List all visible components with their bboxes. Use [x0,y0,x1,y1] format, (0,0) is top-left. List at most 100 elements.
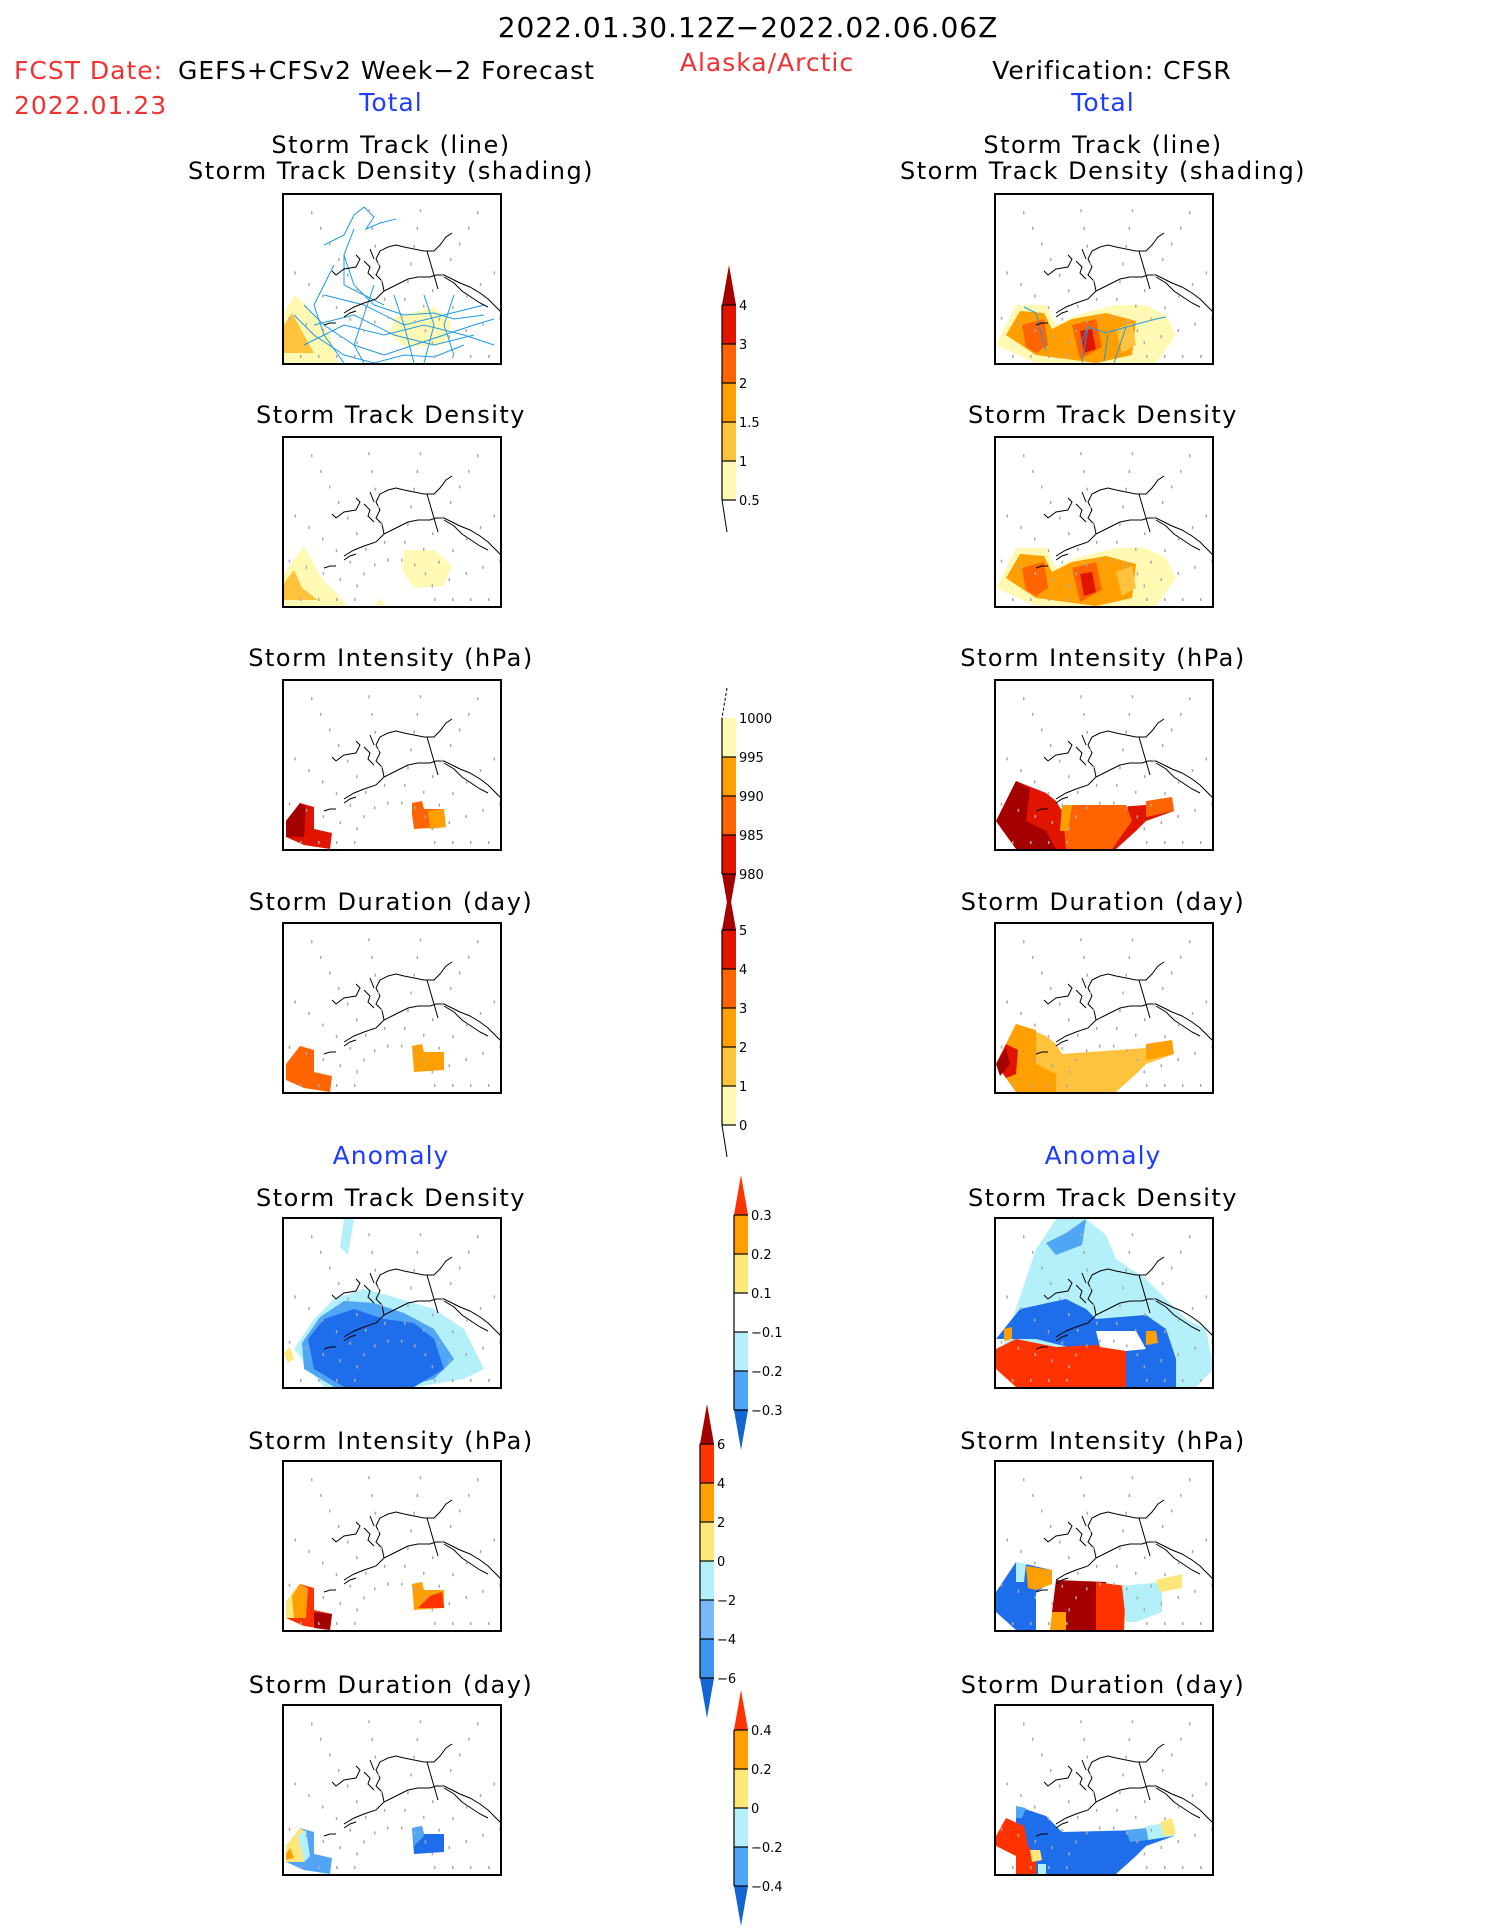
coastline [426,979,439,1019]
graticule-mark [407,1304,409,1308]
graticule-mark [1089,505,1092,509]
graticule-mark [479,1794,482,1798]
graticule-mark [1200,1379,1202,1382]
graticule-mark [349,317,352,321]
graticule-mark [368,1476,370,1480]
right-panel5-title: Storm Track Density [968,1184,1238,1212]
shaded-region [1096,1331,1146,1351]
graticule-mark [1164,1573,1166,1577]
graticule-mark [1099,1582,1101,1586]
graticule-mark [450,744,452,748]
coastline-group [1000,1476,1212,1625]
graticule-mark [1178,1805,1180,1809]
graticule-mark [329,242,331,246]
graticule-mark [466,537,468,541]
graticule-mark [488,1866,490,1869]
storm-track-line [303,304,495,356]
graticule-mark [380,523,383,527]
graticule-mark [368,452,370,456]
storm-track-line [313,314,475,346]
graticule-mark [477,1478,479,1482]
coastline [1055,760,1212,800]
graticule-mark [1122,991,1124,995]
graticule-mark [1164,1330,1166,1334]
graticule-mark [1033,1318,1036,1322]
graticule-mark [365,1033,367,1037]
graticule-mark [308,1550,310,1554]
graticule-mark [329,1509,331,1513]
graticule-mark [448,1846,451,1850]
colorbar-tick-label: −2 [717,1594,736,1609]
graticule-mark [1131,209,1134,213]
coastline [1155,519,1201,551]
graticule-mark [380,1304,383,1308]
graticule-mark [499,316,500,320]
map-left-intensity-total [282,679,502,851]
colorbar-band [700,1444,714,1483]
shaded-region [1016,1806,1174,1874]
graticule-mark [1178,537,1180,541]
coastline [1055,1785,1212,1825]
graticule-mark [416,1250,419,1254]
graticule-mark [1136,329,1139,333]
graticule-mark [387,315,389,319]
graticule-mark [424,572,427,576]
coastline [331,977,375,1009]
graticule-mark [1125,1511,1127,1515]
graticule-mark [1051,1064,1053,1068]
graticule-mark [1086,1755,1089,1759]
graticule-mark [1171,242,1173,246]
coastline [1138,1517,1151,1557]
graticule-mark [1211,1827,1212,1831]
graticule-mark [1032,1250,1034,1254]
graticule-mark [1061,1341,1064,1345]
graticule-mark [1112,1826,1115,1830]
shaded-region [1126,1828,1148,1842]
graticule-mark [356,1608,358,1612]
map-left-track-total [282,193,502,365]
graticule-mark [1050,1525,1052,1529]
graticule-mark [1128,226,1131,230]
graticule-mark [305,808,308,812]
graticule-mark [322,572,325,576]
graticule-mark [441,1540,443,1544]
colorbar-tick-label: 2 [717,1516,725,1531]
graticule-mark [488,1084,490,1087]
coastline [1055,517,1212,557]
colorbar-band [722,305,736,344]
graticule-mark [363,1058,365,1062]
coastline [426,1761,439,1801]
graticule-mark [1164,841,1166,844]
graticule-mark [288,1827,291,1831]
graticule-mark [414,1344,416,1348]
graticule-mark [410,1286,412,1290]
graticule-mark [1153,1297,1155,1301]
storm-track-line [313,264,345,363]
storm-track-line [1081,326,1089,363]
graticule-mark [368,209,370,213]
shaded-region [1062,805,1132,849]
colorbar-tick-label: 1 [739,455,747,470]
graticule-mark [466,1561,468,1565]
shaded-region [1122,1582,1162,1622]
coastline [323,1334,357,1350]
graticule-mark [1034,815,1037,819]
graticule-mark [387,1826,389,1830]
graticule-mark [1177,1840,1179,1844]
graticule-mark [318,1084,320,1087]
graticule-mark [499,1583,500,1587]
graticule-mark [1020,1550,1022,1554]
graticule-mark [1135,547,1137,551]
graticule-mark [1164,306,1166,310]
graticule-mark [320,1493,322,1497]
graticule-mark [1146,598,1148,601]
graticule-mark [400,1826,403,1830]
graticule-mark [1136,572,1139,576]
graticule-mark [1153,273,1155,277]
figure-title: 2022.01.30.12Z−2022.02.06.06Z [497,11,999,44]
graticule-mark [1177,1058,1179,1062]
graticule-mark [423,304,425,308]
graticule-mark [368,938,370,942]
graticule-mark [347,1297,349,1301]
coastline [1035,553,1069,569]
